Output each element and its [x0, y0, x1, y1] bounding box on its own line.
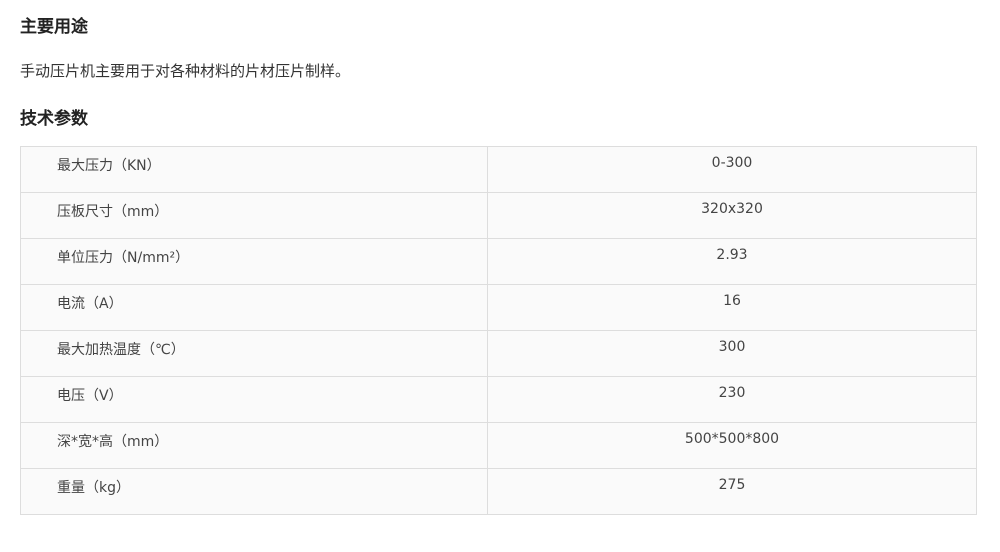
spec-value: 500*500*800 — [487, 422, 977, 469]
spec-label: 深*宽*高（mm） — [20, 422, 488, 469]
specs-heading: 技术参数 — [20, 109, 88, 129]
spec-label: 最大加热温度（℃） — [20, 330, 488, 377]
spec-value: 0-300 — [487, 146, 977, 193]
spec-label: 电流（A） — [20, 284, 488, 331]
table-row: 压板尺寸（mm） 320x320 — [20, 192, 977, 239]
table-row: 电压（V） 230 — [20, 376, 977, 423]
table-row: 最大压力（KN） 0-300 — [20, 146, 977, 193]
spec-value: 275 — [487, 468, 977, 515]
spec-label: 电压（V） — [20, 376, 488, 423]
table-row: 深*宽*高（mm） 500*500*800 — [20, 422, 977, 469]
table-row: 最大加热温度（℃） 300 — [20, 330, 977, 377]
spec-label: 最大压力（KN） — [20, 146, 488, 193]
specs-table: 最大压力（KN） 0-300 压板尺寸（mm） 320x320 单位压力（N/mm²） 2… — [20, 146, 977, 515]
spec-label: 重量（kg） — [20, 468, 488, 515]
spec-value: 300 — [487, 330, 977, 377]
table-row: 电流（A） 16 — [20, 284, 977, 331]
spec-value: 16 — [487, 284, 977, 331]
spec-label: 压板尺寸（mm） — [20, 192, 488, 239]
table-row: 单位压力（N/mm²） 2.93 — [20, 238, 977, 285]
spec-value: 2.93 — [487, 238, 977, 285]
usage-heading: 主要用途 — [20, 17, 88, 37]
usage-text: 手动压片机主要用于对各种材料的片材压片制样。 — [20, 62, 351, 80]
spec-value: 230 — [487, 376, 977, 423]
table-row: 重量（kg） 275 — [20, 468, 977, 515]
spec-label: 单位压力（N/mm²） — [20, 238, 488, 285]
spec-value: 320x320 — [487, 192, 977, 239]
